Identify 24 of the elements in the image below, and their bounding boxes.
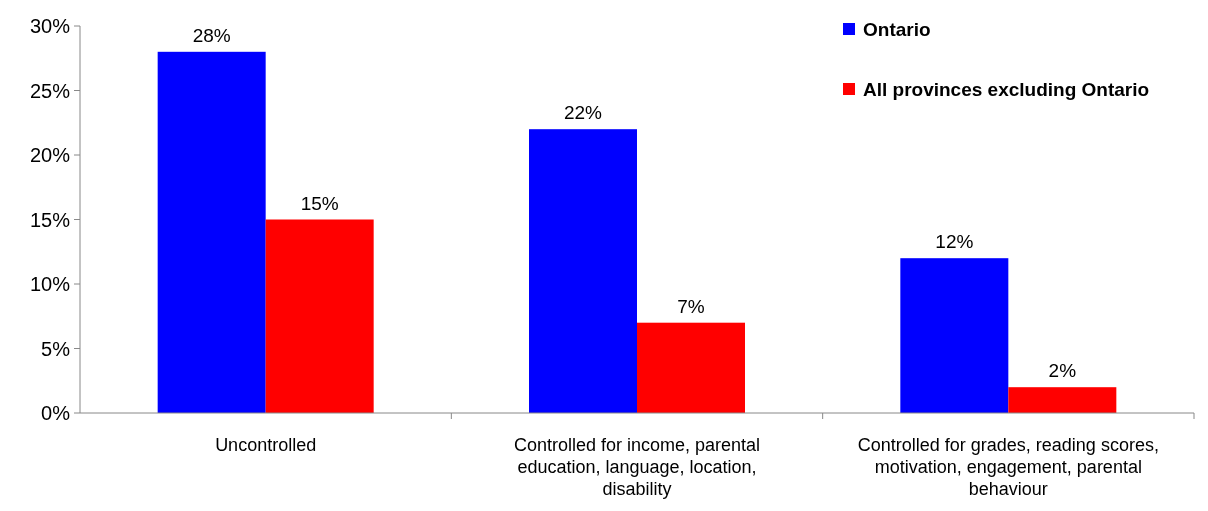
y-tick-label: 30% [29,15,71,37]
data-label: 2% [1048,360,1077,382]
bar [637,322,745,413]
legend-label: Ontario [863,18,931,40]
y-tick-label: 5% [41,337,71,360]
y-tick-label: 0% [41,402,71,424]
data-label: 15% [300,192,339,214]
bar [900,258,1009,413]
bar [1008,387,1117,413]
data-label: 28% [192,24,231,46]
y-tick-label: 25% [29,79,71,102]
y-tick-label: 20% [29,144,71,166]
bar [265,219,374,413]
data-label: 7% [677,295,705,317]
legend-label: All provinces excluding Ontario [863,78,1150,100]
data-label: 12% [935,231,974,253]
data-label: 22% [563,102,603,124]
x-tick-label: Controlled for income, parental education, language, location, disability [513,435,761,499]
y-tick-label: 10% [29,273,71,295]
x-tick-label: Uncontrolled [215,435,317,455]
bar [157,51,266,413]
bar [529,129,637,413]
x-tick-label: Controlled for grades, reading scores, motivation, engagement, parental behaviour [857,435,1159,499]
y-tick-label: 15% [29,208,71,231]
